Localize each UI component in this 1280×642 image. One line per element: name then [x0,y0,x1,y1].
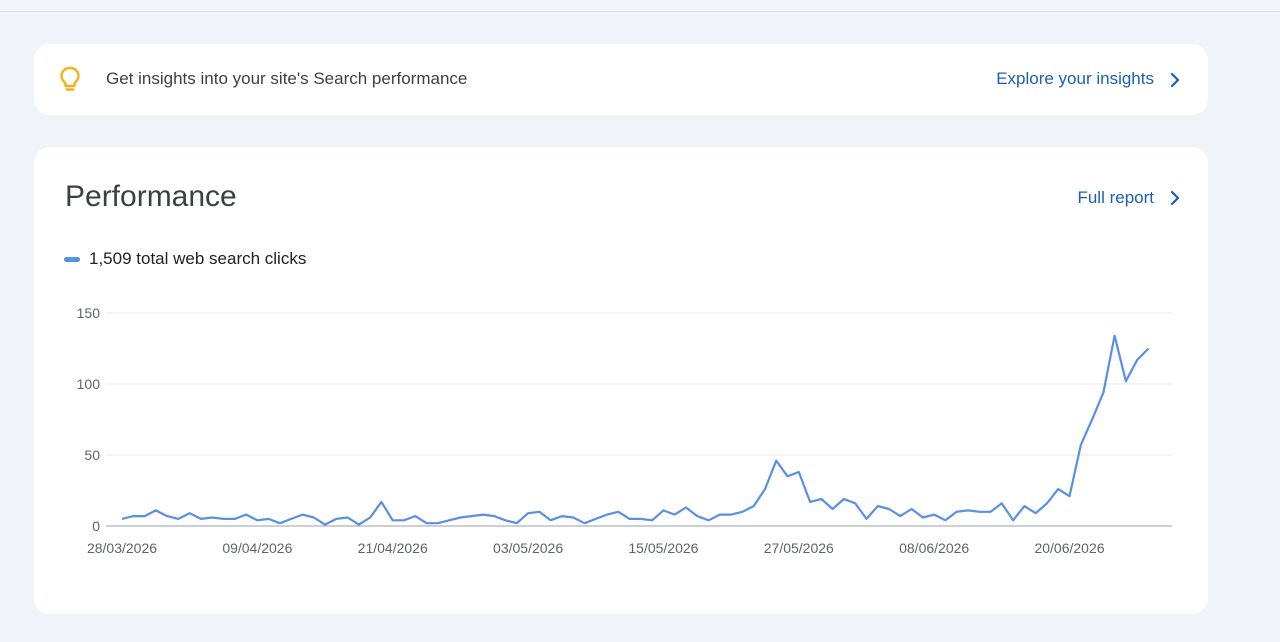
lightbulb-icon [60,66,80,91]
x-tick-label: 20/06/2026 [1034,540,1104,556]
legend-swatch [64,257,80,262]
x-tick-label: 09/04/2026 [222,540,292,556]
insights-card: Get insights into your site's Search per… [34,44,1208,115]
y-tick-label: 100 [77,376,101,392]
clicks-series-line [121,334,1150,526]
y-tick-label: 50 [84,447,100,463]
performance-title: Performance [65,180,237,213]
legend-label: 1,509 total web search clicks [89,249,307,268]
x-tick-label: 27/05/2026 [764,540,834,556]
chevron-right-icon[interactable] [1168,188,1182,208]
full-report-link[interactable]: Full report [1077,188,1154,207]
x-tick-label: 08/06/2026 [899,540,969,556]
explore-insights-link[interactable]: Explore your insights [996,69,1154,88]
top-divider [0,0,1280,12]
x-tick-label: 21/04/2026 [358,540,428,556]
clicks-line-chart: 0 50 100 150 28/03/2026 09/04/2026 21/04/2026 0… [77,305,1172,556]
performance-card: Performance Full report 1,509 total web … [34,147,1208,614]
x-tick-label: 15/05/2026 [628,540,698,556]
x-tick-label: 03/05/2026 [493,540,563,556]
chevron-right-icon[interactable] [1168,70,1182,90]
y-tick-label: 150 [77,305,101,321]
y-tick-label: 0 [92,518,100,534]
x-tick-label: 28/03/2026 [87,540,157,556]
insights-message: Get insights into your site's Search per… [106,69,468,88]
